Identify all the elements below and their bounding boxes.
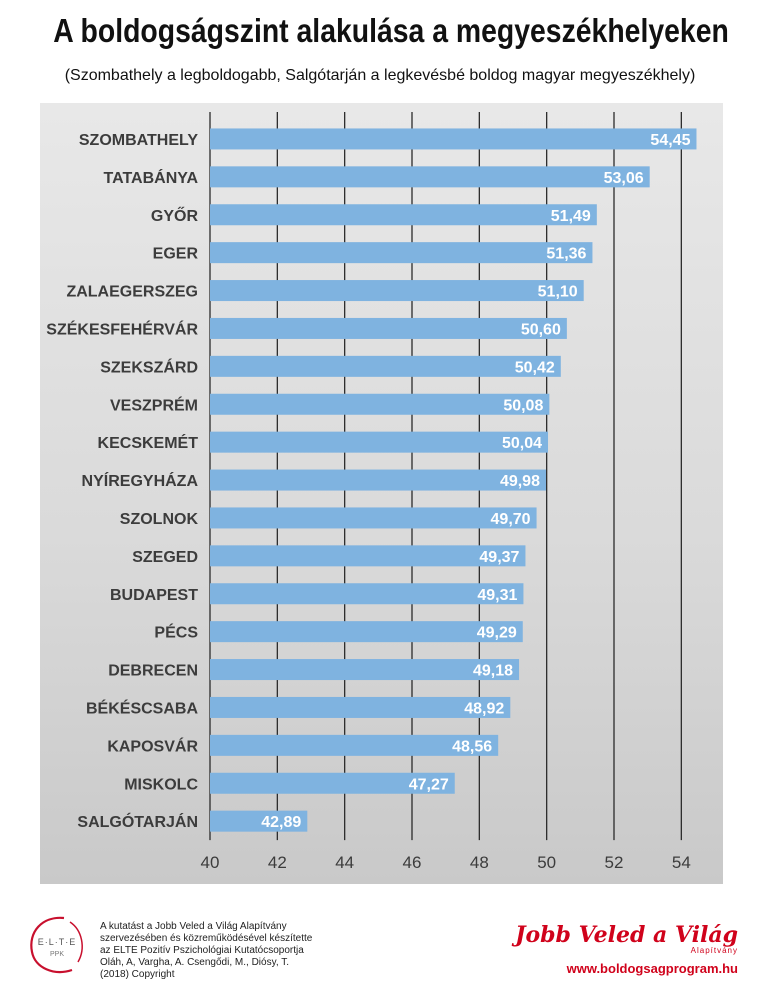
brand-name: Jobb Veled a Világ [515,922,738,948]
x-tick-label: 42 [268,853,287,872]
bar-chart: SZOMBATHELY 54,45 TATABÁNYA 53,06 GYŐR 51,49 E… [46,112,697,872]
category-label: DEBRECEN [108,663,198,680]
value-label: 51,49 [551,208,591,225]
bar [210,583,524,605]
value-label: 50,08 [503,397,543,414]
chart-title: A boldogságszint alakulása a megyeszékhe… [53,12,729,49]
category-label: EGER [153,246,199,263]
bar [210,242,593,264]
category-label: MISKOLC [124,776,198,793]
value-label: 49,31 [477,587,517,604]
value-label: 50,60 [521,321,561,338]
value-label: 51,10 [538,284,578,301]
credit-line: Oláh, A, Vargha, A. Csengődi, M., Diósy,… [100,957,289,968]
category-label: SALGÓTARJÁN [77,812,198,831]
value-label: 49,29 [477,625,517,642]
category-label: KAPOSVÁR [107,736,198,755]
category-label: NYÍREGYHÁZA [82,471,199,490]
category-label: ZALAEGERSZEG [66,284,198,301]
x-tick-label: 50 [537,853,556,872]
category-label: BUDAPEST [110,587,198,604]
bar [210,317,567,339]
x-tick-label: 40 [201,853,220,872]
elte-ppk-logo: E·L·T·E PPK [30,916,83,974]
category-label: SZOLNOK [120,511,199,528]
value-label: 49,18 [473,663,513,680]
bar [210,621,523,643]
foundation-brand[interactable]: Jobb Veled a Világ Alapítvány www.boldog… [515,922,738,976]
bar [210,166,650,188]
brand-subtitle: Alapítvány [690,946,738,955]
logo-text-top: E·L·T·E [38,937,77,947]
bar [210,696,511,718]
category-label: PÉCS [154,623,198,642]
value-label: 51,36 [546,246,586,263]
category-label: VESZPRÉM [110,395,198,414]
category-label: SZOMBATHELY [79,132,198,149]
value-label: 54,45 [650,132,690,149]
x-tick-label: 46 [403,853,422,872]
bar [210,659,520,681]
value-label: 49,98 [500,473,540,490]
value-label: 48,56 [452,738,492,755]
credit-line: (2018) Copyright [100,969,175,980]
bar [210,734,499,756]
value-label: 42,89 [261,814,301,831]
logo-text-bottom: PPK [50,951,64,958]
bar [210,545,526,567]
bar [210,810,308,832]
credit-line: A kutatást a Jobb Veled a Világ Alapítvá… [100,921,287,932]
x-tick-label: 48 [470,853,489,872]
credit-line: az ELTE Pozitív Pszichológiai Kutatócsop… [100,945,304,956]
bar [210,355,561,377]
category-label: SZEKSZÁRD [100,357,198,376]
category-label: SZÉKESFEHÉRVÁR [46,319,198,338]
category-label: GYŐR [151,206,199,225]
credit-line: szervezésében és közreműködésével készít… [100,933,313,944]
value-label: 50,42 [515,359,555,376]
category-label: SZEGED [132,549,198,566]
value-label: 49,37 [479,549,519,566]
bar [210,772,455,794]
bar [210,128,697,150]
value-label: 50,04 [502,435,542,452]
bar [210,469,546,491]
x-tick-label: 44 [335,853,354,872]
bar [210,280,584,302]
value-label: 48,92 [464,700,504,717]
bar [210,431,549,453]
bar [210,393,550,415]
category-label: BÉKÉSCSABA [86,698,198,717]
value-label: 53,06 [604,170,644,187]
bar [210,507,537,529]
x-tick-label: 54 [672,853,691,872]
x-tick-label: 52 [605,853,624,872]
value-label: 49,70 [491,511,531,528]
value-label: 47,27 [409,776,449,793]
chart-subtitle: (Szombathely a legboldogabb, Salgótarján… [64,67,696,84]
website-link[interactable]: www.boldogsagprogram.hu [566,961,738,976]
bar [210,204,597,226]
category-label: KECSKEMÉT [98,433,199,452]
plot-area: SZOMBATHELY 54,45 TATABÁNYA 53,06 GYŐR 51,49 E… [40,103,723,884]
category-label: TATABÁNYA [103,168,198,187]
credits-text: A kutatást a Jobb Veled a Világ Alapítvá… [100,921,340,981]
